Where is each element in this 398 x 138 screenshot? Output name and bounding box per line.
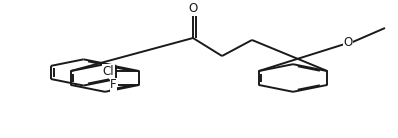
Text: O: O [343, 36, 353, 50]
Text: Cl: Cl [102, 65, 114, 78]
Text: F: F [110, 78, 117, 91]
Text: O: O [188, 2, 198, 15]
